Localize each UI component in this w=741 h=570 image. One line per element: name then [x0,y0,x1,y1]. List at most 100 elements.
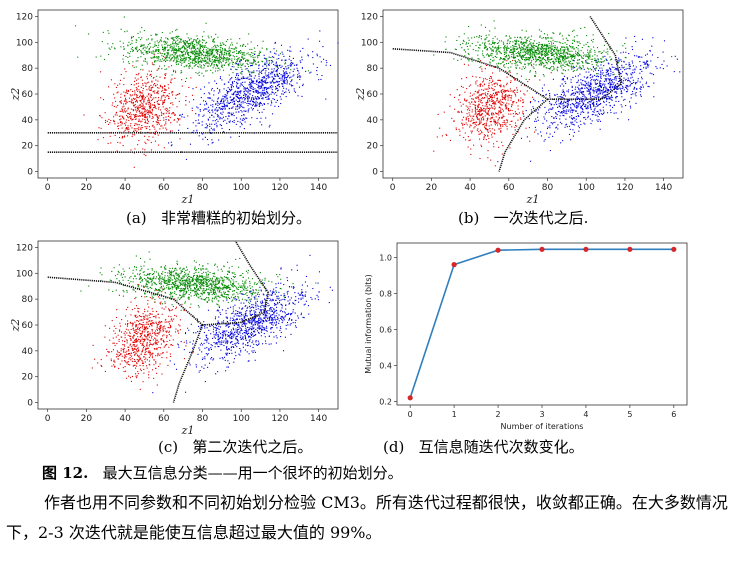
data-point [567,57,569,59]
data-point [471,98,473,100]
data-point [144,98,146,100]
data-point [528,44,530,46]
data-point [156,116,158,118]
data-point [568,109,570,111]
data-point [549,45,551,47]
data-point [475,97,477,99]
data-point [178,114,181,116]
data-point [267,60,269,62]
data-point [488,86,490,88]
data-point [143,116,146,118]
data-point [484,42,486,44]
data-point [209,123,211,125]
data-point [515,40,517,43]
data-point [504,48,506,50]
data-point [498,110,500,112]
data-point [187,115,189,117]
data-point [221,66,223,68]
data-point [246,87,248,89]
data-point [577,44,579,47]
data-point [243,94,245,97]
data-point [149,129,151,131]
data-point [265,86,267,88]
data-point [144,115,146,117]
data-point [506,76,508,78]
data-point [230,89,232,91]
data-point [166,41,168,43]
data-point [122,58,124,60]
data-point [609,83,611,85]
data-point [215,47,217,49]
data-point [479,101,482,103]
data-point [259,104,261,106]
data-point [149,100,151,102]
data-point [228,102,230,104]
data-point [585,84,587,86]
data-point [300,76,302,78]
data-point [453,120,455,122]
data-point [477,118,479,120]
data-point [560,48,562,50]
data-point [146,89,148,91]
data-point [498,62,500,64]
data-point [495,122,497,124]
data-point [482,97,484,99]
data-point [240,51,242,53]
data-point [503,65,505,67]
data-point [134,103,136,106]
data-point [165,55,167,57]
data-point [181,46,184,49]
data-point [511,126,513,128]
data-point [495,92,497,95]
data-point [622,51,624,53]
data-point [250,80,253,82]
data-point [172,38,174,40]
data-point [509,51,511,54]
data-point [186,64,188,66]
data-point [220,51,222,53]
data-point [221,66,223,68]
data-point [218,61,220,63]
data-point [588,86,590,88]
data-point [196,42,198,44]
data-point [150,84,152,86]
data-point [164,78,166,80]
data-point [630,93,632,96]
data-point [234,63,236,65]
data-point [170,82,172,84]
data-point [230,38,232,40]
data-point [199,103,201,105]
data-point [496,56,498,58]
data-point [194,59,196,61]
data-point [613,73,615,75]
data-point [479,47,481,49]
data-point [241,70,243,72]
data-point [249,84,251,86]
data-point [449,105,451,107]
data-point [201,133,204,135]
data-point [240,59,243,61]
data-point [505,108,507,110]
data-point [225,40,227,42]
data-point [153,133,155,135]
data-point [219,91,221,93]
data-point [193,62,195,64]
data-point [98,127,100,129]
data-point [278,77,280,79]
data-point [601,67,603,69]
data-point [475,111,477,113]
data-point [224,50,226,52]
data-point [132,114,134,116]
data-point [200,96,202,99]
data-point [250,78,252,80]
data-point [504,56,506,58]
data-point [150,104,152,106]
data-point [555,60,557,62]
data-point [542,51,544,53]
data-point [271,71,273,73]
data-point [267,103,269,105]
data-point [255,91,257,93]
data-point [169,130,172,132]
data-point [242,57,244,59]
data-point [283,77,286,79]
